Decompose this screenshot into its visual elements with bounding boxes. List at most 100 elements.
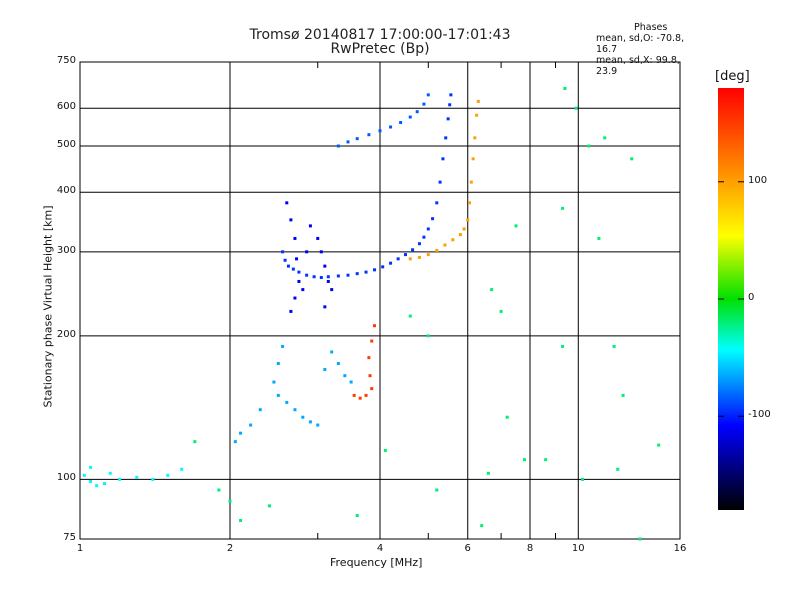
data-point (603, 136, 607, 140)
data-point (117, 477, 121, 481)
data-point (389, 261, 393, 265)
data-point (451, 238, 455, 242)
data-point (295, 257, 299, 261)
colorbar-tick-label: -100 (748, 409, 771, 421)
data-point (301, 415, 305, 419)
data-point (330, 288, 334, 292)
data-point (621, 393, 625, 397)
data-point (468, 201, 472, 205)
data-point (326, 275, 330, 279)
data-point (135, 475, 139, 479)
data-point (305, 250, 309, 254)
data-point (431, 217, 435, 221)
data-point (389, 125, 393, 129)
data-point (258, 408, 262, 412)
data-point (319, 250, 323, 254)
data-point (285, 400, 289, 404)
data-point (616, 467, 620, 471)
data-point (346, 140, 350, 144)
data-point (441, 157, 445, 161)
data-point (316, 423, 320, 427)
data-point (326, 279, 330, 283)
data-point (82, 473, 86, 477)
data-point (473, 136, 477, 140)
data-point (396, 257, 400, 261)
data-point (180, 467, 184, 471)
axis-ticks (317, 62, 556, 539)
data-point (438, 180, 442, 184)
data-point (443, 243, 447, 247)
data-point (364, 270, 368, 274)
data-point (336, 144, 340, 148)
data-point (426, 227, 430, 231)
y-axis-label: Stationary phase Virtual Height [km] (41, 205, 55, 408)
data-point (286, 264, 290, 268)
data-points (82, 86, 661, 541)
data-point (358, 396, 362, 400)
y-tick-label: 300 (56, 244, 76, 256)
data-point (323, 264, 327, 268)
data-point (370, 339, 374, 343)
data-point (355, 137, 359, 141)
y-tick-label: 200 (56, 328, 76, 340)
data-point (336, 274, 340, 278)
data-point (630, 157, 634, 161)
data-point (367, 356, 371, 360)
data-point (228, 499, 232, 503)
colorbar-tick-label: 0 (748, 292, 755, 303)
data-point (166, 473, 170, 477)
y-tick-label: 500 (56, 138, 76, 150)
data-point (217, 488, 221, 492)
data-point (305, 273, 309, 277)
data-point (239, 519, 243, 523)
data-point (95, 484, 99, 488)
data-point (448, 103, 452, 107)
data-point (293, 236, 297, 240)
data-point (108, 471, 112, 475)
data-point (343, 374, 347, 378)
data-point (499, 309, 503, 313)
data-point (638, 537, 642, 541)
data-point (233, 440, 237, 444)
data-point (378, 129, 382, 133)
data-point (505, 415, 509, 419)
data-point (426, 93, 430, 97)
data-point (276, 361, 280, 365)
data-point (612, 344, 616, 348)
chart-subtitle: RwPretec (Bp) (330, 41, 430, 57)
data-point (466, 218, 470, 222)
colorbar-ticks (718, 181, 744, 417)
data-point (272, 380, 276, 384)
data-point (316, 236, 320, 240)
data-point (330, 350, 334, 354)
data-point (323, 305, 327, 309)
data-point (587, 144, 591, 148)
data-point (422, 102, 426, 106)
x-tick-label: 1 (76, 543, 84, 554)
data-point (426, 334, 430, 338)
data-point (285, 201, 289, 205)
data-point (291, 267, 295, 271)
data-point (480, 524, 484, 528)
data-point (319, 276, 323, 280)
phases-title: Phases (634, 22, 668, 33)
data-point (486, 471, 490, 475)
data-point (297, 270, 301, 274)
data-point (370, 387, 374, 391)
data-point (367, 133, 371, 137)
data-point (193, 440, 197, 444)
data-point (289, 309, 293, 313)
data-point (426, 253, 430, 257)
data-point (449, 93, 453, 97)
data-point (490, 288, 494, 292)
data-point (373, 324, 377, 328)
data-point (289, 218, 293, 222)
data-point (417, 255, 421, 259)
data-point (475, 113, 479, 117)
data-point (422, 235, 426, 239)
data-point (561, 206, 565, 210)
data-point (417, 242, 421, 246)
data-point (408, 314, 412, 318)
data-point (561, 344, 565, 348)
